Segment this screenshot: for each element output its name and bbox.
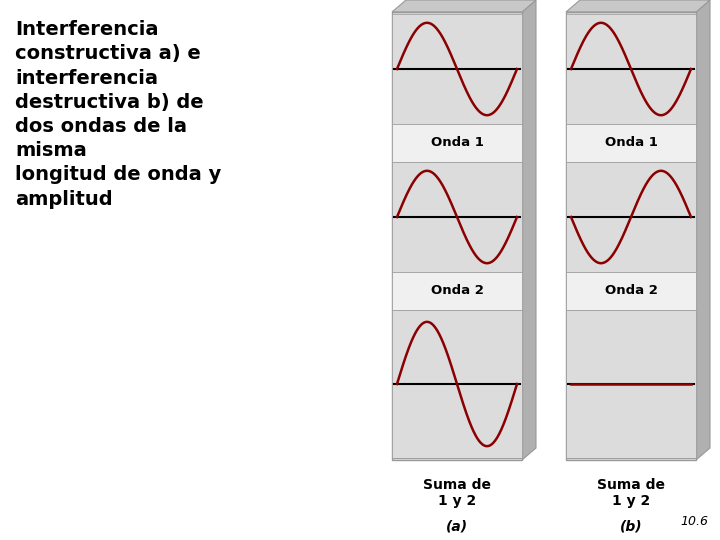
Text: (a): (a) [446, 520, 468, 534]
Text: Suma de
1 y 2: Suma de 1 y 2 [423, 478, 491, 508]
Text: Onda 1: Onda 1 [605, 137, 657, 150]
Bar [566, 14, 696, 124]
Text: (b): (b) [620, 520, 642, 534]
Text: Onda 2: Onda 2 [605, 285, 657, 298]
Bar [392, 12, 522, 460]
Text: Onda 1: Onda 1 [431, 137, 483, 150]
Bar [392, 310, 522, 458]
Polygon shape [566, 0, 710, 12]
Polygon shape [392, 0, 536, 12]
Bar [392, 124, 522, 162]
Polygon shape [696, 0, 710, 460]
Bar [566, 272, 696, 310]
Text: Interferencia
constructiva a) e
interferencia
destructiva b) de
dos ondas de la
: Interferencia constructiva a) e interfer… [15, 20, 221, 209]
Text: Onda 2: Onda 2 [431, 285, 483, 298]
Bar [566, 12, 696, 460]
Bar [392, 272, 522, 310]
Bar [566, 124, 696, 162]
Text: 10.6: 10.6 [680, 515, 708, 528]
Bar [566, 162, 696, 272]
Bar [566, 310, 696, 458]
Text: Suma de
1 y 2: Suma de 1 y 2 [597, 478, 665, 508]
Bar [392, 14, 522, 124]
Polygon shape [522, 0, 536, 460]
Bar [392, 162, 522, 272]
